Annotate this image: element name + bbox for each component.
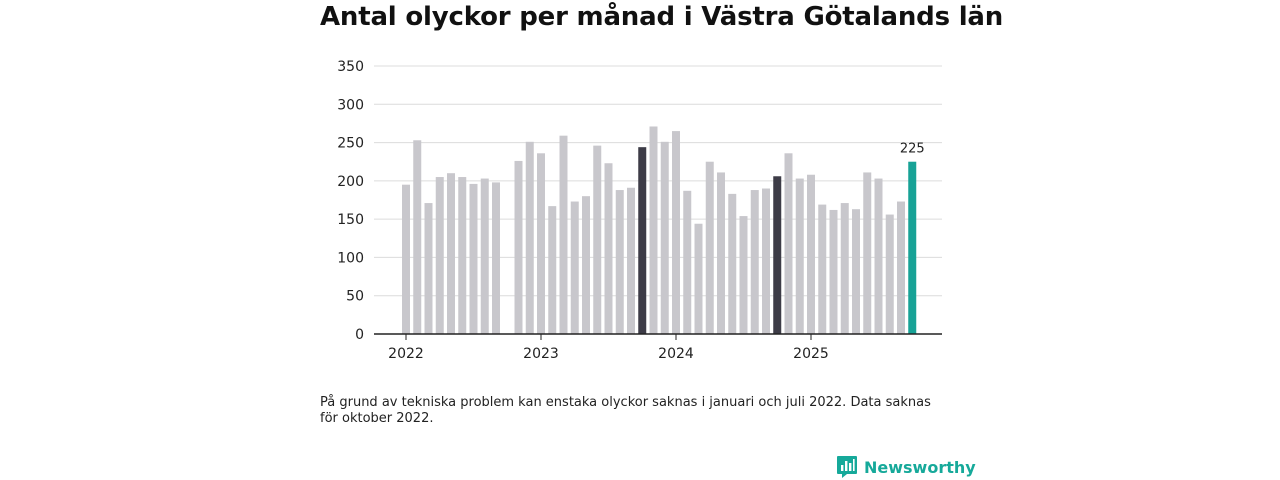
brand-logo[interactable]: Newsworthy xyxy=(836,455,976,479)
bar-2024-06 xyxy=(728,193,737,334)
bar-2025-09 xyxy=(897,201,905,334)
bar-2023-05 xyxy=(582,196,590,334)
bar-2022-01 xyxy=(402,184,410,334)
bar-2024-02 xyxy=(683,190,692,334)
data-labels: 225 xyxy=(900,142,925,157)
y-tick-label: 200 xyxy=(337,174,364,190)
bar-2024-12 xyxy=(795,178,804,334)
x-tick-label: 2024 xyxy=(658,346,694,362)
y-tick-label: 0 xyxy=(355,327,364,343)
bar-2022-04 xyxy=(435,177,444,334)
bar-2022-06 xyxy=(458,177,467,334)
bar-2024-05 xyxy=(717,172,725,334)
data-label-2025-10: 225 xyxy=(900,142,925,157)
bar-2025-05 xyxy=(852,209,860,334)
bar-2025-01 xyxy=(807,174,815,334)
bar-2022-08 xyxy=(480,178,489,334)
bar-2023-01 xyxy=(537,153,545,334)
bar-2024-10 xyxy=(773,176,782,334)
bar-2022-03 xyxy=(424,203,433,334)
x-tick-label: 2023 xyxy=(523,346,559,362)
bar-2023-08 xyxy=(615,190,624,334)
bar-2024-08 xyxy=(750,190,759,334)
gridlines xyxy=(374,65,942,297)
bar-2023-12 xyxy=(660,141,669,334)
footnote: På grund av tekniska problem kan enstaka… xyxy=(320,395,931,426)
bar-2025-04 xyxy=(840,203,849,334)
bar-2025-10 xyxy=(908,161,917,334)
bar-2025-03 xyxy=(829,209,838,334)
bar-2023-03 xyxy=(559,135,568,334)
x-tick-label: 2022 xyxy=(388,346,424,362)
bar-2022-12 xyxy=(525,141,534,334)
bar-2022-07 xyxy=(469,183,478,334)
y-tick-label: 50 xyxy=(346,289,364,305)
bar-2025-08 xyxy=(885,214,894,334)
y-tick-label: 250 xyxy=(337,136,364,152)
bar-2023-04 xyxy=(570,201,579,334)
y-tick-label: 150 xyxy=(337,212,364,228)
bar-2022-09 xyxy=(492,182,500,334)
bar-2024-09 xyxy=(762,188,770,334)
x-axis-ticks: 2022 2023 2024 2025 xyxy=(388,334,829,362)
bar-2024-11 xyxy=(784,153,793,334)
y-tick-label: 100 xyxy=(337,250,364,266)
chart-title: Antal olyckor per månad i Västra Götalan… xyxy=(320,2,1004,32)
bar-2025-06 xyxy=(863,172,872,334)
bars xyxy=(402,126,917,335)
bar-2024-01 xyxy=(672,131,680,334)
y-tick-label: 300 xyxy=(337,97,364,113)
bar-2024-07 xyxy=(739,216,748,334)
bar-2023-10 xyxy=(638,147,647,334)
bar-2022-02 xyxy=(413,140,422,334)
brand-name: Newsworthy xyxy=(864,457,976,477)
bar-2023-11 xyxy=(649,126,658,335)
x-tick-label: 2025 xyxy=(793,346,829,362)
bar-2023-09 xyxy=(627,187,635,334)
bar-2024-03 xyxy=(694,223,703,334)
newsworthy-logo-icon xyxy=(837,456,857,478)
bar-2022-05 xyxy=(447,173,455,334)
y-axis-ticks: 0 50 100 150 200 250 300 350 xyxy=(337,59,364,343)
bar-2025-07 xyxy=(874,178,883,334)
bar-2023-06 xyxy=(593,145,602,334)
bar-2022-11 xyxy=(514,160,523,334)
bar-2023-07 xyxy=(604,163,613,334)
bar-2023-02 xyxy=(548,206,557,334)
bar-2024-04 xyxy=(705,161,714,334)
y-tick-label: 350 xyxy=(337,59,364,75)
bar-2025-02 xyxy=(818,204,827,334)
